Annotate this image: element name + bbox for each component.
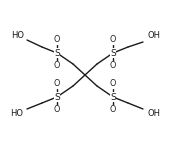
Text: S: S xyxy=(110,93,116,101)
Text: HO: HO xyxy=(12,31,24,40)
Text: O: O xyxy=(110,35,116,45)
Text: O: O xyxy=(54,35,60,45)
Text: HO: HO xyxy=(11,109,23,117)
Text: OH: OH xyxy=(148,109,160,119)
Text: O: O xyxy=(110,79,116,88)
Text: S: S xyxy=(54,48,60,58)
Text: OH: OH xyxy=(148,32,160,40)
Text: O: O xyxy=(54,61,60,71)
Text: S: S xyxy=(110,48,116,58)
Text: S: S xyxy=(54,93,60,101)
Text: O: O xyxy=(54,79,60,88)
Text: O: O xyxy=(54,106,60,114)
Text: O: O xyxy=(110,61,116,71)
Text: O: O xyxy=(110,106,116,114)
